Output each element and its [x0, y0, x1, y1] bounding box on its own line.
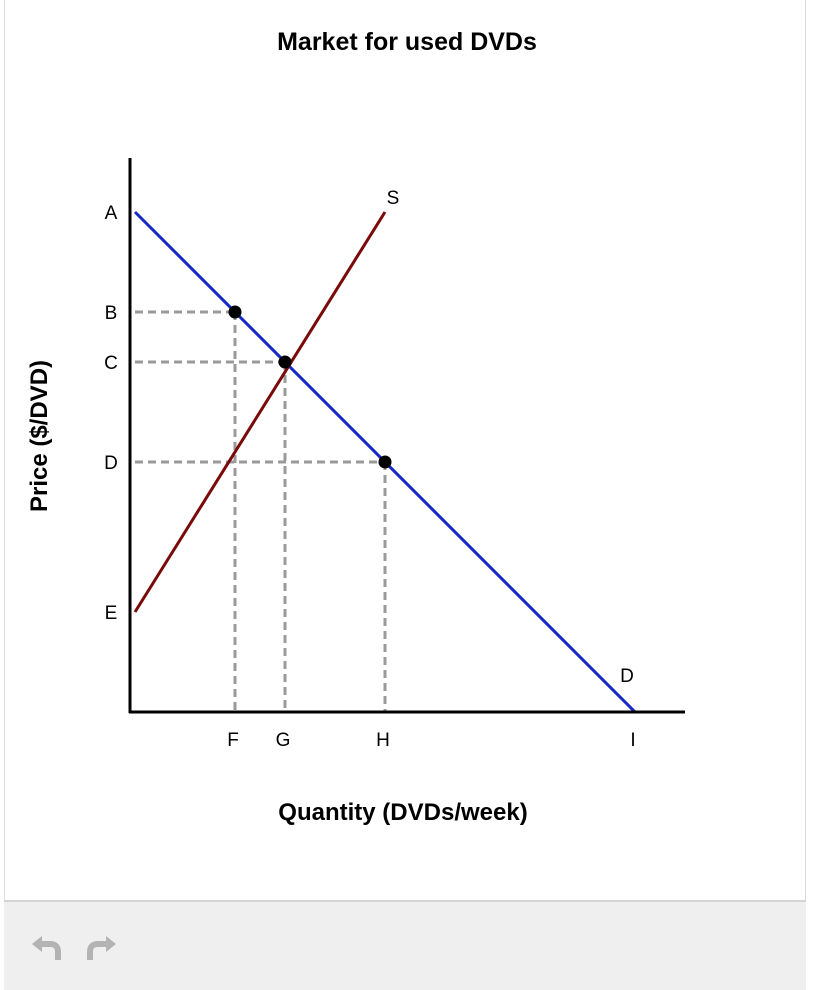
chart-title: Market for used DVDs [277, 28, 537, 56]
x-axis-title: Quantity (DVDs/week) [278, 799, 527, 826]
curve-label-S: S [387, 188, 400, 209]
x-tick-F: F [227, 730, 239, 751]
undo-button[interactable] [30, 932, 64, 966]
redo-icon [87, 936, 116, 960]
undo-icon [32, 936, 61, 960]
y-tick-C: C [104, 353, 118, 374]
tick-labels: D S A B C D E F G H I [104, 188, 636, 751]
x-tick-I: I [630, 730, 635, 751]
marker-point [378, 455, 392, 469]
marker-point [278, 355, 292, 369]
x-tick-G: G [276, 730, 291, 751]
curve-S [133, 211, 387, 613]
toolbar [4, 900, 806, 990]
y-tick-E: E [105, 603, 118, 624]
x-tick-H: H [376, 730, 390, 751]
dashed-guides [135, 310, 387, 712]
chart-panel: Market for used DVDs Price ($/DVD) Quant… [4, 0, 806, 900]
curve-label-D: D [620, 666, 634, 687]
chart: Market for used DVDs Price ($/DVD) Quant… [26, 28, 685, 826]
markers [228, 305, 392, 469]
redo-button[interactable] [84, 932, 118, 966]
y-axis-title: Price ($/DVD) [26, 360, 53, 512]
marker-point [228, 305, 242, 319]
y-tick-B: B [105, 303, 118, 324]
y-tick-D: D [104, 453, 118, 474]
y-tick-A: A [105, 203, 118, 224]
